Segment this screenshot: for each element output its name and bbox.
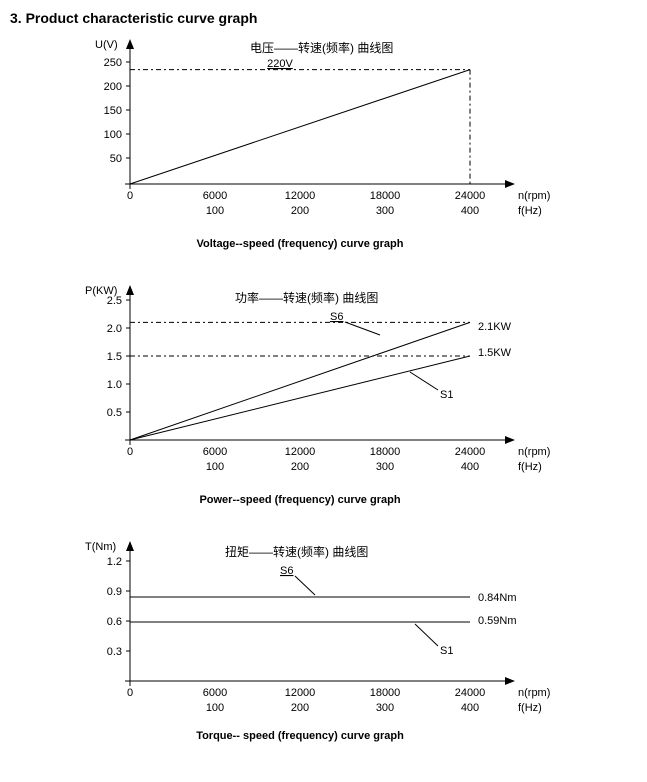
x-label-hz: f(Hz)	[518, 702, 542, 714]
xtick-hz: 300	[376, 702, 394, 714]
xtick-rpm: 24000	[455, 687, 486, 699]
series-line	[130, 70, 470, 184]
chart-voltage: 50 100 150 200 250 0 6000 12000 18000 24…	[80, 34, 637, 250]
label-059: 0.59Nm	[478, 615, 517, 627]
y-label: P(KW)	[85, 285, 117, 297]
ytick: 0.5	[107, 407, 122, 419]
label-s1: S1	[440, 389, 453, 401]
x-label-rpm: n(rpm)	[518, 446, 550, 458]
ytick: 0.9	[107, 586, 122, 598]
label-s6: S6	[330, 311, 343, 323]
xtick-hz: 200	[291, 205, 309, 217]
chart-torque-svg: 0.3 0.6 0.9 1.2 0 6000 12000 18000 24000…	[80, 536, 580, 726]
x-label-rpm: n(rpm)	[518, 190, 550, 202]
y-label: T(Nm)	[85, 541, 116, 553]
chart-title-cn: 扭矩——转速(频率) 曲线图	[225, 544, 368, 559]
xtick-hz: 400	[461, 205, 479, 217]
x-label-hz: f(Hz)	[518, 461, 542, 473]
xtick-rpm: 6000	[203, 687, 227, 699]
ytick: 1.2	[107, 556, 122, 568]
chart-power-svg: 0.5 1.0 1.5 2.0 2.5 0 6000 12000 18000 2…	[80, 280, 580, 490]
chart-voltage-svg: 50 100 150 200 250 0 6000 12000 18000 24…	[80, 34, 580, 234]
xtick-hz: 100	[206, 702, 224, 714]
ytick: 200	[104, 81, 122, 93]
label-s1: S1	[440, 645, 453, 657]
ytick: 0.6	[107, 616, 122, 628]
ytick: 1.0	[107, 379, 122, 391]
x-label-hz: f(Hz)	[518, 205, 542, 217]
xtick-rpm: 0	[127, 190, 133, 202]
xtick-rpm: 18000	[370, 190, 401, 202]
chart-caption: Voltage--speed (frequency) curve graph	[80, 238, 520, 250]
xtick-hz: 100	[206, 205, 224, 217]
xtick-hz: 200	[291, 461, 309, 473]
xtick-hz: 400	[461, 702, 479, 714]
label-21kw: 2.1KW	[478, 321, 512, 333]
series-s6	[130, 322, 470, 440]
ytick: 250	[104, 57, 122, 69]
xtick-hz: 300	[376, 205, 394, 217]
chart-title-cn: 功率——转速(频率) 曲线图	[235, 290, 378, 305]
annotation-220v: 220V	[267, 58, 293, 70]
label-s6: S6	[280, 565, 293, 577]
x-label-rpm: n(rpm)	[518, 687, 550, 699]
series-s1	[130, 356, 470, 440]
ytick: 150	[104, 105, 122, 117]
ytick: 1.5	[107, 351, 122, 363]
chart-caption: Torque-- speed (frequency) curve graph	[80, 730, 520, 742]
ytick: 100	[104, 129, 122, 141]
chart-title-cn: 电压——转速(频率) 曲线图	[250, 40, 393, 55]
y-label: U(V)	[95, 39, 118, 51]
xtick-hz: 100	[206, 461, 224, 473]
ytick: 0.3	[107, 646, 122, 658]
xtick-rpm: 12000	[285, 190, 316, 202]
xtick-rpm: 18000	[370, 446, 401, 458]
xtick-rpm: 24000	[455, 190, 486, 202]
label-084: 0.84Nm	[478, 592, 517, 604]
xtick-rpm: 6000	[203, 190, 227, 202]
ytick: 50	[110, 153, 122, 165]
xtick-rpm: 0	[127, 446, 133, 458]
xtick-rpm: 12000	[285, 687, 316, 699]
chart-caption: Power--speed (frequency) curve graph	[80, 494, 520, 506]
ytick: 2.0	[107, 323, 122, 335]
xtick-rpm: 18000	[370, 687, 401, 699]
xtick-rpm: 24000	[455, 446, 486, 458]
chart-power: 0.5 1.0 1.5 2.0 2.5 0 6000 12000 18000 2…	[80, 280, 637, 506]
xtick-hz: 400	[461, 461, 479, 473]
xtick-rpm: 12000	[285, 446, 316, 458]
xtick-hz: 300	[376, 461, 394, 473]
xtick-rpm: 6000	[203, 446, 227, 458]
chart-torque: 0.3 0.6 0.9 1.2 0 6000 12000 18000 24000…	[80, 536, 637, 742]
xtick-rpm: 0	[127, 687, 133, 699]
label-15kw: 1.5KW	[478, 347, 512, 359]
xtick-hz: 200	[291, 702, 309, 714]
section-title: 3. Product characteristic curve graph	[10, 10, 637, 26]
